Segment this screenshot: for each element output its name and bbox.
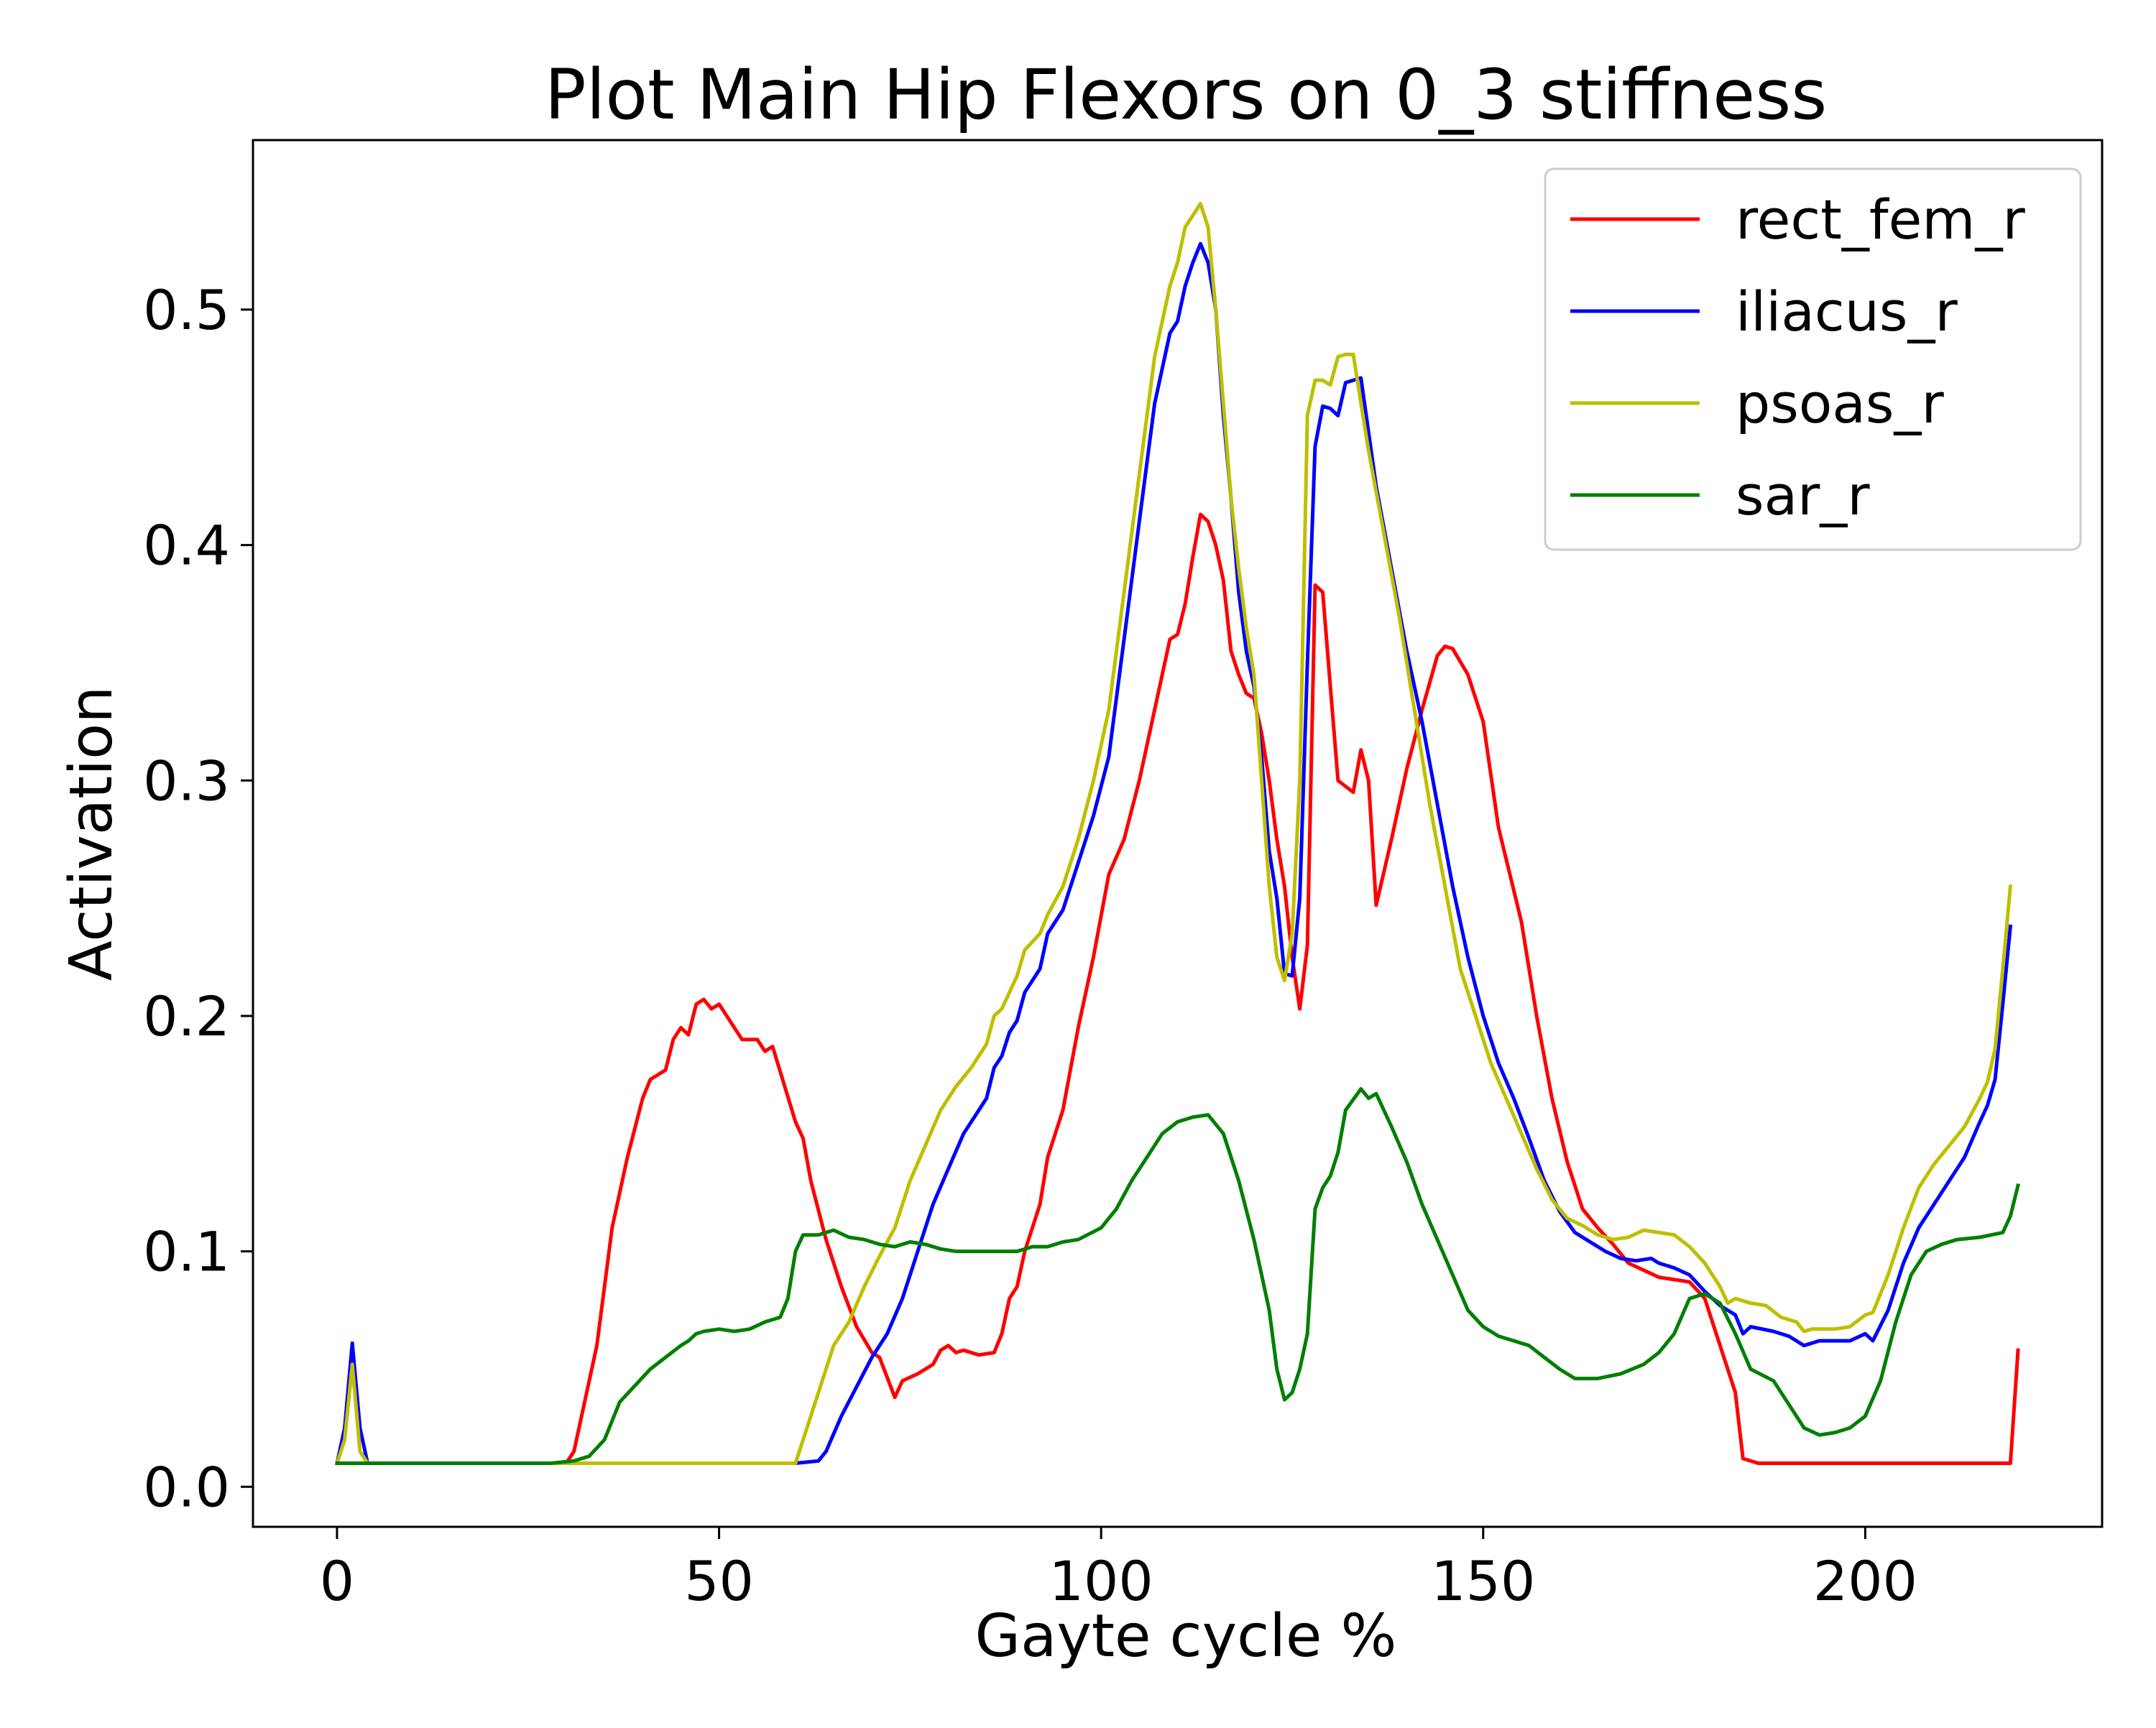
legend-box [1544, 167, 2082, 551]
legend-label-psoas_r: psoas_r [1736, 371, 1945, 435]
x-axis-label: Gayte cycle % [975, 1602, 1397, 1671]
legend-label-rect_fem_r: rect_fem_r [1736, 188, 2025, 251]
axes-frame [252, 139, 2104, 1528]
series-line-iliacus_r [335, 241, 2013, 1466]
y-tick-label: 0.1 [143, 1220, 230, 1284]
y-axis-label: Activation [57, 686, 126, 981]
y-tick-label: 0.3 [143, 749, 230, 813]
x-tick-label: 50 [684, 1549, 754, 1613]
x-tick-label: 100 [1049, 1549, 1153, 1613]
series-line-sar_r [335, 1087, 2021, 1465]
legend-label-iliacus_r: iliacus_r [1736, 279, 1958, 343]
x-tick-label: 150 [1431, 1549, 1535, 1613]
series-line-rect_fem_r [335, 512, 2020, 1465]
legend: rect_fem_r iliacus_r psoas_r sar_r [1544, 167, 2082, 551]
legend-label-sar_r: sar_r [1736, 463, 1870, 527]
x-tick-label: 200 [1813, 1549, 1917, 1613]
plot-area: 0 50 100 150 200 0.0 0.1 0.2 0.3 0.4 0.5 [143, 139, 2104, 1613]
y-tick-label: 0.2 [143, 984, 230, 1048]
chart-title: Plot Main Hip Flexors on 0_3 stiffness [545, 55, 1827, 135]
series-line-psoas_r [334, 202, 2013, 1466]
x-tick-label: 0 [320, 1549, 354, 1613]
y-tick-label: 0.0 [143, 1455, 230, 1519]
y-tick-label: 0.5 [143, 278, 230, 342]
y-tick-label: 0.4 [143, 514, 230, 578]
